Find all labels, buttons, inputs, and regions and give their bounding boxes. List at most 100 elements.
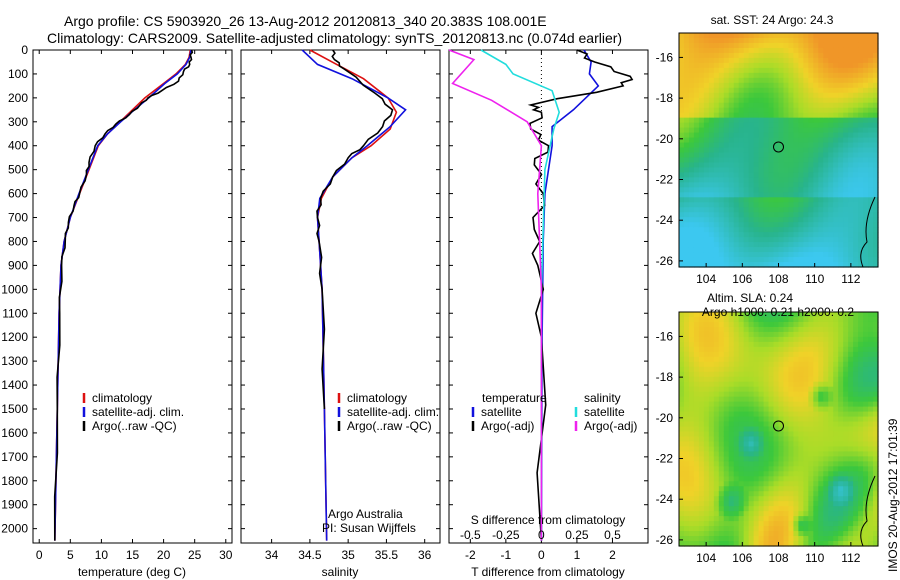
map-x-tick-label: 106 (732, 272, 752, 286)
series-line-sal_sat (480, 49, 561, 541)
sla-map-subtitle: Argo h1000: 0.21 h2000: 0.2 (702, 305, 854, 319)
argo-position-marker (773, 141, 784, 153)
credits: IMOS 20-Aug-2012 17:01:39 (886, 418, 900, 572)
legend-label: Argo(-adj) (481, 419, 534, 433)
depth-tick-label: 900 (8, 258, 28, 272)
x-tick-label: 10 (95, 548, 109, 562)
s-diff-tick-label: 0 (538, 528, 545, 542)
x-tick-label: 20 (157, 548, 171, 562)
x-tick-label: 0 (36, 548, 43, 562)
salinity-annotation-1: Argo Australia (328, 507, 403, 521)
map-y-tick-label: -18 (656, 370, 674, 384)
depth-tick-label: 1700 (1, 450, 28, 464)
map-y-tick-label: -16 (656, 50, 674, 64)
series-line-argo (316, 49, 394, 410)
series-line-satellite (301, 49, 407, 541)
map-y-tick-label: -24 (656, 213, 674, 227)
title-line-2: Climatology: CARS2009. Satellite-adjuste… (47, 30, 623, 46)
map-x-tick-label: 112 (841, 272, 860, 286)
legend-heading: salinity (584, 391, 621, 405)
legend-label: climatology (347, 391, 407, 405)
difference-top-label: S difference from climatology (471, 513, 626, 527)
depth-tick-label: 1800 (1, 474, 28, 488)
map-y-tick-label: -20 (656, 411, 674, 425)
x-tick-label: 35 (341, 548, 355, 562)
map-cells (679, 33, 879, 268)
depth-tick-label: 1100 (2, 306, 28, 320)
depth-tick-label: 500 (8, 163, 28, 177)
sst-map-title: sat. SST: 24 Argo: 24.3 (711, 13, 834, 27)
series-line-climatology (54, 49, 192, 541)
map-x-tick-label: 108 (768, 551, 788, 565)
salinity-annotation-2: PI: Susan Wijffels (322, 521, 416, 535)
depth-tick-label: 800 (8, 234, 28, 248)
legend-label: satellite (481, 405, 522, 419)
temperature-panel (32, 49, 233, 544)
map-y-tick-label: -24 (656, 492, 674, 506)
depth-tick-label: 700 (8, 211, 28, 225)
map-x-tick-label: 110 (805, 551, 824, 565)
legend-label: satellite-adj. clim. (347, 405, 439, 419)
map-x-tick-label: 106 (732, 551, 752, 565)
map-x-tick-label: 110 (805, 272, 824, 286)
x-tick-label: 15 (126, 548, 140, 562)
argo-position-marker (773, 420, 784, 432)
x-tick-label: -2 (465, 548, 476, 562)
depth-tick-label: 0 (21, 43, 28, 57)
depth-tick-label: 1300 (1, 354, 28, 368)
s-diff-tick-label: -0.25 (492, 528, 520, 542)
depth-tick-label: 1400 (1, 378, 28, 392)
x-tick-label: 34 (265, 548, 279, 562)
depth-tick-label: 400 (8, 139, 28, 153)
sla-map-title: Altim. SLA: 0.24 (707, 291, 793, 305)
s-diff-tick-label: 0.25 (565, 528, 589, 542)
series-line-satellite (540, 49, 600, 541)
coastline (860, 196, 876, 268)
x-tick-label: 1 (574, 548, 581, 562)
legend-heading: temperature (482, 391, 547, 405)
difference-xlabel: T difference from climatology (471, 565, 625, 579)
map-x-tick-label: 112 (841, 551, 860, 565)
series-line-argo (53, 49, 194, 541)
map-x-tick-label: 108 (768, 272, 788, 286)
series-line-argo (527, 49, 634, 541)
legend-label: satellite-adj. clim. (92, 405, 184, 419)
depth-tick-label: 600 (8, 187, 28, 201)
salinity-xlabel: salinity (322, 565, 359, 579)
depth-tick-label: 200 (8, 91, 28, 105)
salinity-panel (240, 49, 441, 544)
depth-tick-label: 1500 (1, 402, 28, 416)
s-diff-tick-label: -0.5 (460, 528, 481, 542)
x-tick-label: 36 (418, 548, 432, 562)
series-line-sal_argo (448, 49, 543, 541)
depth-tick-label: 1900 (1, 498, 28, 512)
map-x-tick-label: 104 (696, 551, 716, 565)
depth-tick-label: 1200 (1, 330, 28, 344)
s-diff-tick-label: 0.5 (604, 528, 621, 542)
temperature-xlabel: temperature (deg C) (78, 565, 186, 579)
x-tick-label: 0 (538, 548, 545, 562)
map-x-tick-label: 104 (696, 272, 716, 286)
x-tick-label: 34.5 (298, 548, 322, 562)
x-tick-label: 2 (609, 548, 616, 562)
series-line-satellite (54, 49, 192, 541)
map-y-tick-label: -16 (656, 329, 674, 343)
legend-label: Argo(..raw -QC) (92, 419, 177, 433)
coastline (860, 475, 876, 547)
legend-label: satellite (584, 405, 625, 419)
depth-tick-label: 1000 (1, 282, 28, 296)
legend-label: Argo(..raw -QC) (347, 419, 432, 433)
difference-panel (448, 49, 649, 544)
map-y-tick-label: -26 (656, 254, 674, 268)
map-y-tick-label: -22 (656, 452, 674, 466)
map-y-tick-label: -18 (656, 91, 674, 105)
x-tick-label: 5 (67, 548, 74, 562)
depth-tick-label: 100 (8, 67, 28, 81)
x-tick-label: 35.5 (375, 548, 399, 562)
map-y-tick-label: -20 (656, 132, 674, 146)
map-y-tick-label: -26 (656, 533, 674, 547)
depth-tick-label: 1600 (1, 426, 28, 440)
legend-label: climatology (92, 391, 152, 405)
map-y-tick-label: -22 (656, 173, 674, 187)
